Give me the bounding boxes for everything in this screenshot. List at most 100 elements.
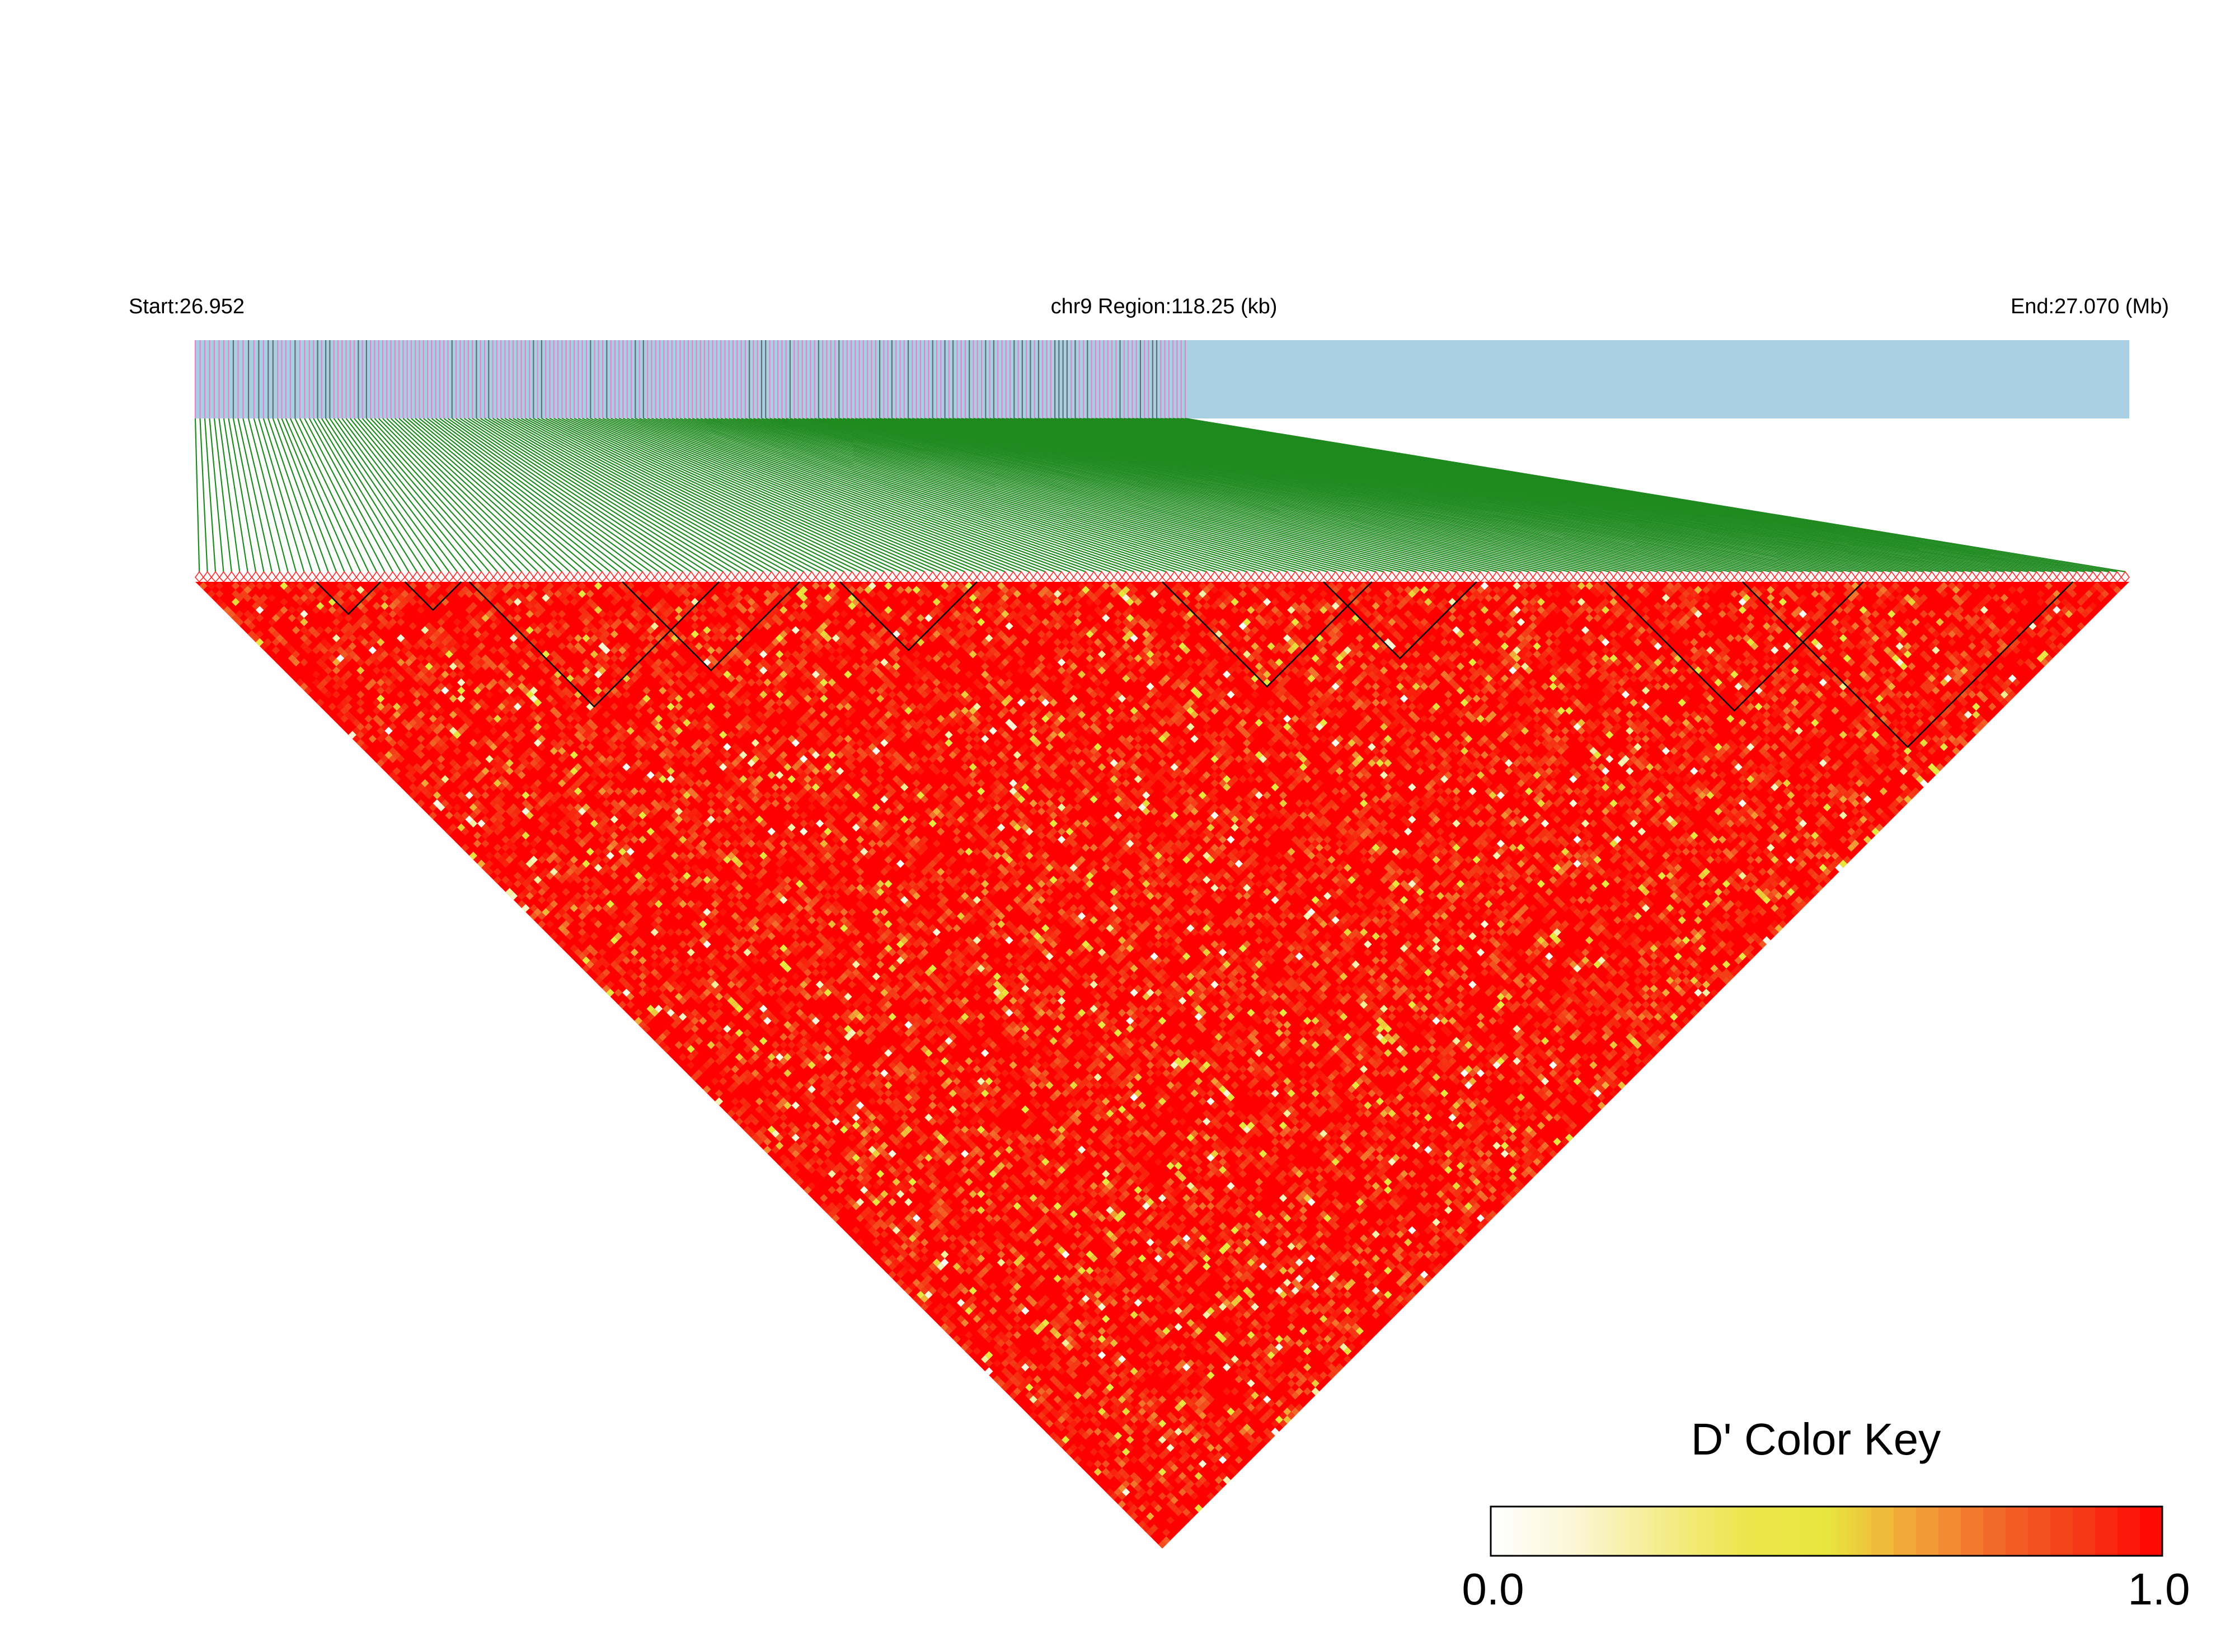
ld-cell	[405, 642, 413, 651]
snp-connector-line	[851, 417, 1465, 573]
snp-connector-line	[672, 417, 1110, 573]
ld-cell	[659, 1033, 667, 1041]
ld-cell	[840, 1166, 848, 1174]
ld-cell	[832, 1206, 840, 1215]
ld-cell	[804, 1121, 812, 1130]
ld-cell	[707, 968, 715, 977]
ld-cell	[489, 775, 497, 783]
ld-cell	[509, 892, 518, 900]
ld-cell	[493, 844, 502, 852]
ld-cell	[388, 683, 397, 691]
snp-connector-line	[566, 418, 901, 572]
ld-cell	[783, 1069, 792, 1077]
ld-cell	[1114, 1439, 1122, 1448]
ld-cell	[1062, 1387, 1070, 1396]
snp-connector-line	[827, 417, 1416, 573]
ld-cell	[1126, 1387, 1134, 1396]
ld-cell	[856, 1126, 865, 1134]
ld-cell	[586, 960, 594, 969]
ld-cell	[876, 1210, 885, 1218]
ld-cell	[256, 597, 264, 606]
ld-cell	[848, 1109, 856, 1118]
snp-connector-line	[957, 417, 1674, 573]
ld-cell	[670, 948, 679, 957]
snp-connector-line	[1043, 417, 1844, 573]
ld-cell	[715, 1089, 724, 1098]
ld-cell	[715, 985, 724, 993]
ld-cell	[626, 920, 635, 929]
ld-cell	[694, 964, 703, 973]
ld-cell	[771, 1113, 780, 1122]
ld-cell	[961, 1198, 969, 1206]
ld-cell	[674, 912, 683, 920]
ld-cell	[473, 727, 482, 735]
ld-cell	[598, 972, 607, 981]
ld-cell	[449, 791, 457, 799]
ld-cell	[896, 1182, 905, 1190]
ld-cell	[477, 819, 486, 828]
ld-cell	[368, 735, 377, 743]
ld-cell	[1029, 1395, 1037, 1404]
snp-connector-line	[782, 417, 1328, 573]
ld-cell	[558, 924, 566, 933]
ld-cell	[1114, 1432, 1122, 1440]
snp-connector-line	[867, 417, 1497, 573]
snp-connector-line	[793, 417, 1352, 573]
ld-cell	[961, 1214, 969, 1222]
ld-cell	[320, 662, 328, 671]
ld-cell	[780, 1033, 788, 1041]
ld-cell	[1049, 1432, 1058, 1440]
ld-cell	[795, 1146, 804, 1154]
ld-cell	[340, 586, 349, 594]
ld-cell	[807, 1166, 816, 1174]
ld-cell	[941, 1291, 949, 1299]
ld-cell	[912, 1222, 921, 1231]
ld-cell	[550, 900, 558, 909]
ld-cell	[1045, 1387, 1054, 1396]
ld-cell	[412, 674, 421, 683]
ld-cell	[739, 1105, 748, 1114]
ld-cell	[723, 1033, 731, 1041]
ld-cell	[747, 1073, 755, 1081]
ld-cell	[1065, 1319, 1074, 1327]
ld-cell	[666, 1009, 675, 1017]
ld-cell	[1057, 1439, 1066, 1448]
ld-cell	[747, 1129, 755, 1138]
ld-cell	[860, 1161, 868, 1170]
ld-cell	[780, 1081, 788, 1090]
snp-connector-line	[1104, 417, 1964, 573]
ld-cell	[771, 1025, 780, 1033]
ld-cell	[1170, 1415, 1178, 1424]
ld-cell	[377, 703, 385, 711]
ld-cell	[747, 1113, 755, 1122]
ld-cell	[969, 1295, 977, 1303]
ld-cell	[493, 803, 502, 812]
ld-cell	[316, 602, 325, 610]
ld-cell	[763, 1089, 772, 1098]
snp-connector-line	[582, 417, 933, 573]
ld-cell	[638, 1020, 647, 1029]
ld-cell	[598, 980, 607, 989]
snp-connector-line	[961, 417, 1683, 573]
ld-cell	[348, 731, 356, 739]
ld-cell	[1178, 1456, 1187, 1464]
ld-cell	[1057, 1319, 1066, 1327]
ld-cell	[622, 948, 631, 957]
ld-cell	[663, 956, 671, 964]
snp-connector-line	[924, 417, 1610, 573]
ld-cell	[497, 815, 506, 823]
ld-cell	[1029, 1403, 1037, 1412]
ld-cell	[1005, 1258, 1013, 1267]
ld-cell	[731, 1105, 739, 1114]
ld-cell	[566, 932, 574, 940]
ld-cell	[562, 848, 570, 856]
snp-connector-line	[700, 417, 1167, 573]
ld-cell	[292, 626, 300, 634]
ld-cell	[703, 989, 711, 997]
ld-cell	[409, 670, 417, 679]
ld-cell	[932, 1202, 941, 1211]
ld-cell	[780, 1161, 788, 1170]
ld-cell	[412, 690, 421, 699]
ld-cell	[824, 1093, 832, 1102]
snp-connector-line	[476, 418, 724, 572]
